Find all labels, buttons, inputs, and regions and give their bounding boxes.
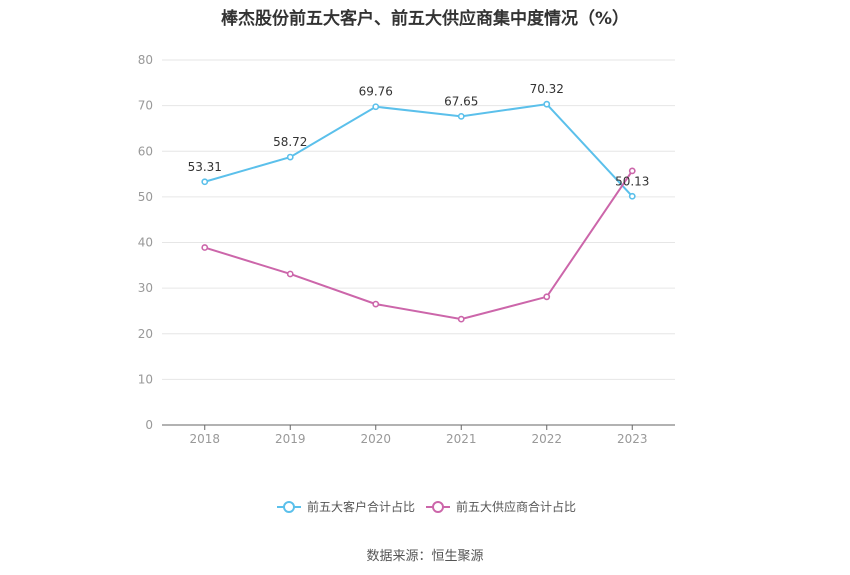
x-tick-label: 2023 [617, 432, 648, 446]
data-point[interactable] [457, 315, 465, 323]
y-tick-label: 70 [138, 99, 153, 113]
series-layer [201, 100, 636, 323]
data-point[interactable] [372, 103, 380, 111]
x-tick-label: 2021 [446, 432, 477, 446]
legend-marker [283, 501, 295, 513]
data-label: 69.76 [359, 85, 393, 99]
data-point[interactable] [628, 192, 636, 200]
grid-layer [162, 59, 675, 380]
legend[interactable]: 前五大客户合计占比 前五大供应商合计占比 [277, 499, 576, 514]
y-tick-label: 60 [138, 144, 153, 158]
legend-label: 前五大供应商合计占比 [456, 499, 576, 514]
y-tick-label: 40 [138, 236, 153, 250]
source-note: 数据来源：恒生聚源 [366, 549, 484, 564]
data-point[interactable] [201, 178, 209, 186]
y-tick-label: 30 [138, 281, 153, 295]
data-label: 58.72 [273, 135, 307, 149]
data-point[interactable] [286, 270, 294, 278]
series-line-1 [204, 103, 633, 197]
x-tick-label: 2018 [189, 432, 220, 446]
y-tick-label: 50 [138, 190, 153, 204]
legend-label: 前五大客户合计占比 [307, 499, 415, 514]
y-tick-label: 0 [145, 418, 153, 432]
y-tick-label: 80 [138, 53, 153, 67]
data-point[interactable] [286, 153, 294, 161]
data-point[interactable] [201, 244, 209, 251]
legend-item-1[interactable]: 前五大客户合计占比 [277, 499, 415, 514]
x-tick-label: 2019 [275, 432, 306, 446]
x-tick-label: 2022 [531, 432, 562, 446]
data-point[interactable] [457, 112, 465, 120]
data-point[interactable] [543, 100, 551, 108]
data-label: 50.13 [615, 174, 649, 188]
x-tick-label: 2020 [360, 432, 391, 446]
series-line-2 [204, 170, 634, 321]
data-point[interactable] [372, 300, 380, 308]
y-tick-label: 10 [138, 372, 153, 386]
axis-layer: 0 10 20 30 40 50 60 70 80 2018 2019 2020 2021 2022 202… [138, 53, 675, 446]
y-tick-label: 20 [138, 327, 153, 341]
data-label-layer: 53.31 58.72 69.76 67.65 70.32 50.13 [188, 82, 650, 188]
data-point[interactable] [628, 167, 636, 175]
legend-marker [432, 501, 444, 513]
chart-title: 棒杰股份前五大客户、前五大供应商集中度情况（%） [220, 9, 630, 29]
data-label: 70.32 [530, 82, 564, 96]
legend-item-2[interactable]: 前五大供应商合计占比 [426, 499, 576, 514]
data-point[interactable] [543, 293, 551, 301]
data-label: 53.31 [188, 160, 222, 174]
data-label: 67.65 [444, 94, 478, 108]
